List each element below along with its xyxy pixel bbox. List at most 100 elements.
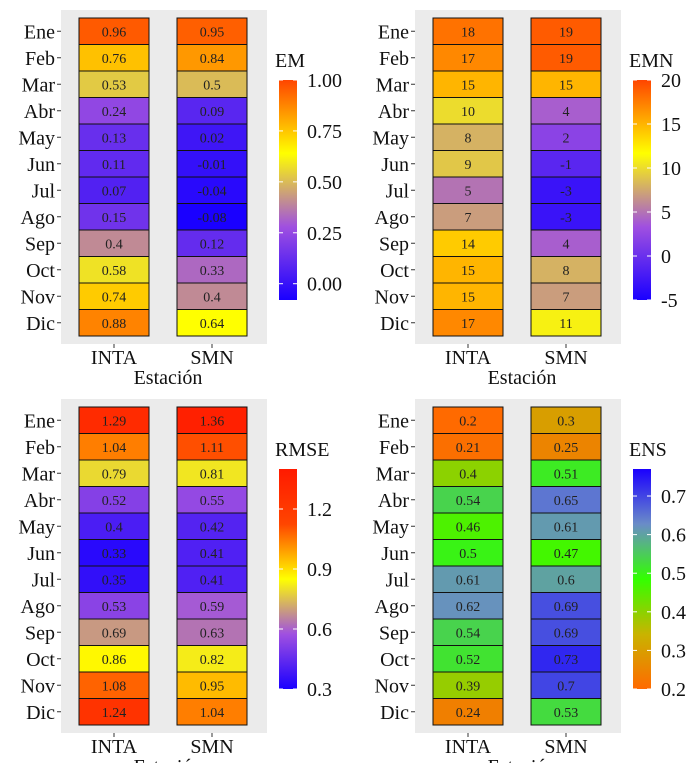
heatmap-cell: [78, 44, 150, 72]
legend-tick-label: 0.7: [661, 486, 686, 508]
cell-value-label: 1.04: [200, 706, 225, 721]
cell-value-label: 0.65: [554, 494, 579, 509]
heatmap-cell: [432, 486, 504, 514]
cell-value-label: 15: [461, 290, 475, 305]
cell-value-label: 9: [465, 158, 472, 173]
heatmap-cell: [530, 671, 602, 699]
y-tick-label: May: [372, 127, 409, 149]
heatmap-cell: [176, 486, 248, 514]
heatmap-cell: [530, 203, 602, 231]
y-tick-label: Feb: [25, 437, 55, 459]
cell-value-label: 0.58: [102, 264, 127, 279]
cell-value-label: -0.01: [197, 158, 226, 173]
heatmap-cell: [176, 671, 248, 699]
cell-value-label: 0.13: [102, 131, 127, 146]
legend-title: RMSE: [275, 439, 329, 461]
legend-tick-label: 0.00: [307, 274, 342, 296]
heatmap-cell: [176, 150, 248, 178]
legend-tick-label: 0.6: [307, 619, 332, 641]
heatmap-cell: [432, 309, 504, 337]
cell-value-label: 0.7: [557, 679, 575, 694]
heatmap-cell: [78, 698, 150, 726]
cell-value-label: -0.08: [197, 211, 226, 226]
legend-tick-label: -5: [661, 290, 678, 312]
cell-value-label: 0.54: [456, 494, 481, 509]
y-tick-label: May: [18, 516, 55, 538]
heatmap-cell: [432, 618, 504, 646]
heatmap-cell: [78, 176, 150, 204]
heatmap-cell: [530, 17, 602, 45]
cell-value-label: 0.33: [102, 547, 127, 562]
heatmap-cell: [176, 70, 248, 98]
cell-value-label: 7: [465, 211, 472, 226]
y-tick-label: Ago: [21, 596, 55, 618]
heatmap-cell: [530, 618, 602, 646]
heatmap-cell: [176, 618, 248, 646]
heatmap-cell: [432, 17, 504, 45]
heatmap-cell: [432, 671, 504, 699]
heatmap-panel-ens: 0.2 0.21 0.4 0.54 0.46 0.5 0.61 0.62 0.54 0.52 0.3…: [372, 399, 686, 763]
y-tick-label: Sep: [25, 622, 55, 644]
heatmap-cell: [176, 123, 248, 151]
cell-value-label: 0.11: [102, 158, 126, 173]
y-tick-label: Jul: [386, 569, 410, 591]
heatmap-cell: [530, 309, 602, 337]
y-tick-label: Dic: [380, 702, 409, 724]
cell-value-label: 19: [559, 25, 573, 40]
heatmap-cell: [78, 671, 150, 699]
y-tick-label: Abr: [24, 101, 55, 123]
cell-value-label: 4: [563, 237, 570, 252]
cell-value-label: 0.09: [200, 105, 225, 120]
heatmap-cell: [176, 592, 248, 620]
heatmap-cell: [530, 70, 602, 98]
y-tick-label: Mar: [376, 463, 410, 485]
heatmap-cell: [78, 309, 150, 337]
x-tick-label: INTA: [445, 347, 492, 369]
legend-tick-label: 0.25: [307, 223, 342, 245]
y-tick-label: Mar: [22, 74, 56, 96]
cell-value-label: 2: [563, 131, 570, 146]
cell-value-label: 1.11: [200, 441, 224, 456]
y-tick-label: Oct: [26, 649, 55, 671]
y-tick-label: Jul: [386, 180, 410, 202]
cell-value-label: 15: [461, 78, 475, 93]
cell-value-label: 5: [465, 184, 472, 199]
y-tick-label: May: [18, 127, 55, 149]
y-tick-label: Oct: [380, 649, 409, 671]
x-axis-title: Estación: [134, 756, 203, 763]
x-tick-label: SMN: [190, 347, 233, 369]
cell-value-label: 0.53: [554, 706, 579, 721]
cell-value-label: 0.69: [554, 600, 579, 615]
cell-value-label: 14: [461, 237, 475, 252]
heatmap-cell: [176, 698, 248, 726]
heatmap-cell: [530, 486, 602, 514]
heatmap-cell: [176, 433, 248, 461]
y-tick-label: Nov: [21, 286, 55, 308]
cell-value-label: 1.08: [102, 679, 127, 694]
y-tick-label: Jun: [381, 154, 409, 176]
cell-value-label: 0.74: [102, 290, 127, 305]
heatmap-cell: [432, 256, 504, 284]
heatmap-cell: [78, 433, 150, 461]
cell-value-label: 0.53: [102, 78, 127, 93]
y-tick-label: Oct: [26, 260, 55, 282]
cell-value-label: 0.24: [456, 706, 481, 721]
heatmap-cell: [176, 512, 248, 540]
y-tick-label: Ene: [378, 21, 409, 43]
heatmap-cell: [78, 406, 150, 434]
cell-value-label: -1: [560, 158, 572, 173]
x-tick-label: INTA: [91, 736, 138, 758]
heatmap-cell: [176, 176, 248, 204]
heatmap-cell: [432, 459, 504, 487]
x-tick-label: SMN: [190, 736, 233, 758]
cell-value-label: 0.61: [554, 520, 579, 535]
y-tick-label: Sep: [25, 233, 55, 255]
legend-tick-label: 5: [661, 202, 671, 224]
y-tick-label: Ene: [378, 410, 409, 432]
cell-value-label: 15: [461, 264, 475, 279]
x-tick-label: INTA: [91, 347, 138, 369]
cell-value-label: 0.79: [102, 467, 127, 482]
y-tick-label: May: [372, 516, 409, 538]
cell-value-label: 0.33: [200, 264, 225, 279]
cell-value-label: 0.95: [200, 679, 225, 694]
